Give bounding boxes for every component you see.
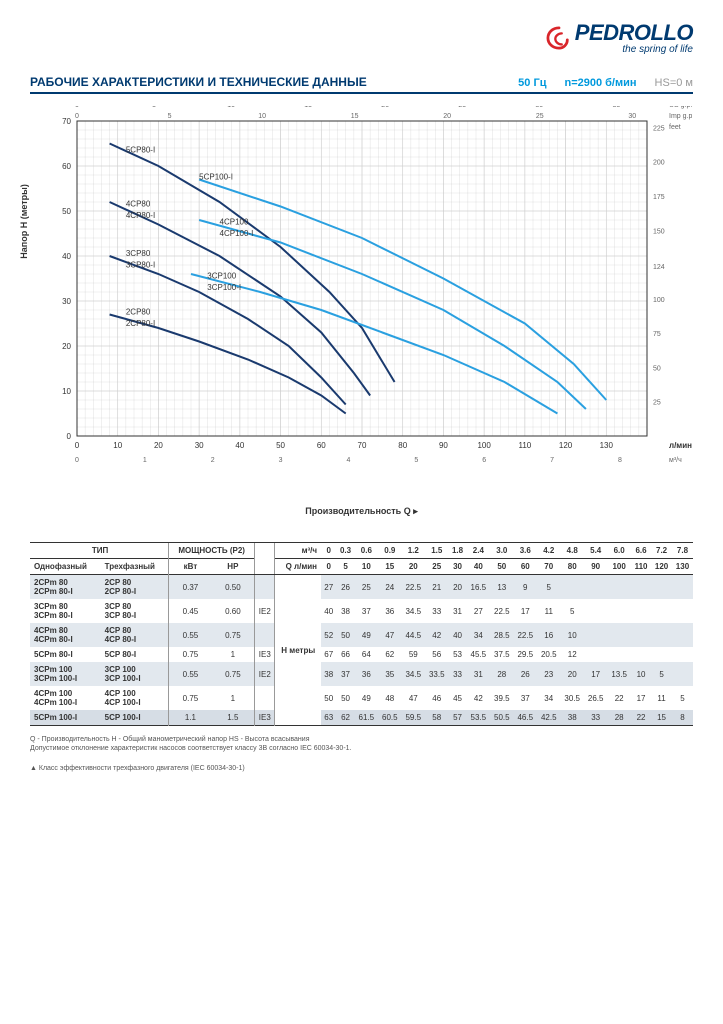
svg-text:25: 25 bbox=[653, 400, 661, 407]
svg-text:10: 10 bbox=[227, 106, 235, 109]
svg-text:8: 8 bbox=[618, 457, 622, 464]
svg-text:200: 200 bbox=[653, 160, 665, 167]
svg-text:100: 100 bbox=[653, 297, 665, 304]
svg-text:US g.p.m.: US g.p.m. bbox=[669, 106, 692, 109]
svg-text:25: 25 bbox=[458, 106, 466, 109]
svg-text:35: 35 bbox=[612, 106, 620, 109]
svg-text:2CP80: 2CP80 bbox=[125, 308, 150, 317]
svg-text:5: 5 bbox=[152, 106, 156, 109]
svg-text:10: 10 bbox=[113, 441, 122, 450]
svg-text:30: 30 bbox=[62, 297, 71, 306]
svg-text:70: 70 bbox=[62, 117, 71, 126]
svg-text:15: 15 bbox=[304, 106, 312, 109]
logo-swirl-icon bbox=[545, 26, 573, 50]
svg-text:40: 40 bbox=[62, 252, 71, 261]
svg-text:3CP100-I: 3CP100-I bbox=[207, 283, 241, 292]
brand-logo: PEDROLLO the spring of life bbox=[545, 20, 693, 55]
svg-text:25: 25 bbox=[535, 113, 543, 120]
svg-text:80: 80 bbox=[398, 441, 407, 450]
svg-text:4CP100-I: 4CP100-I bbox=[219, 229, 253, 238]
svg-text:60: 60 bbox=[62, 162, 71, 171]
svg-text:7: 7 bbox=[550, 457, 554, 464]
svg-text:5: 5 bbox=[414, 457, 418, 464]
svg-text:3CP80: 3CP80 bbox=[125, 249, 150, 258]
svg-text:10: 10 bbox=[258, 113, 266, 120]
svg-text:20: 20 bbox=[153, 441, 162, 450]
svg-text:30: 30 bbox=[535, 106, 543, 109]
svg-text:3CP100: 3CP100 bbox=[207, 272, 236, 281]
svg-text:4CP80-I: 4CP80-I bbox=[125, 211, 154, 220]
svg-text:0: 0 bbox=[66, 432, 71, 441]
svg-text:1: 1 bbox=[142, 457, 146, 464]
svg-text:60: 60 bbox=[316, 441, 325, 450]
svg-text:50: 50 bbox=[653, 365, 661, 372]
svg-text:40: 40 bbox=[235, 441, 244, 450]
rpm-label: n=2900 б/мин bbox=[564, 77, 636, 89]
freq-label: 50 Гц bbox=[518, 77, 546, 89]
svg-text:50: 50 bbox=[62, 207, 71, 216]
svg-text:20: 20 bbox=[381, 106, 389, 109]
x-axis-label: Производительность Q ▸ bbox=[30, 506, 693, 517]
svg-text:70: 70 bbox=[357, 441, 366, 450]
svg-text:50: 50 bbox=[276, 441, 285, 450]
frequency-info: 50 Гц n=2900 б/мин HS=0 м bbox=[518, 77, 693, 89]
footnote-block: Q - Производительность H - Общий маномет… bbox=[30, 735, 693, 774]
svg-text:90: 90 bbox=[438, 441, 447, 450]
data-table: ТИПМОЩНОСТЬ (P2)м³/ч00.30.60.91.21.51.82… bbox=[30, 542, 693, 727]
footnote-2: Допустимое отклонение характеристик насо… bbox=[30, 744, 693, 754]
svg-text:150: 150 bbox=[653, 228, 665, 235]
svg-text:124: 124 bbox=[653, 264, 665, 271]
svg-text:5CP100-I: 5CP100-I bbox=[199, 173, 233, 182]
svg-text:6: 6 bbox=[482, 457, 486, 464]
y-axis-label: Напор H (метры) bbox=[19, 184, 29, 259]
svg-text:0: 0 bbox=[74, 441, 79, 450]
svg-text:0: 0 bbox=[75, 113, 79, 120]
svg-text:30: 30 bbox=[194, 441, 203, 450]
svg-text:20: 20 bbox=[443, 113, 451, 120]
svg-text:15: 15 bbox=[350, 113, 358, 120]
svg-text:м³/ч: м³/ч bbox=[669, 457, 682, 464]
svg-text:л/мин: л/мин bbox=[669, 441, 692, 450]
svg-text:20: 20 bbox=[62, 342, 71, 351]
svg-text:5: 5 bbox=[167, 113, 171, 120]
footnote-1: Q - Производительность H - Общий маномет… bbox=[30, 735, 693, 745]
svg-text:100: 100 bbox=[477, 441, 491, 450]
svg-text:4: 4 bbox=[346, 457, 350, 464]
hs-label: HS=0 м bbox=[655, 77, 693, 89]
svg-text:175: 175 bbox=[653, 194, 665, 201]
svg-text:2: 2 bbox=[210, 457, 214, 464]
svg-text:225: 225 bbox=[653, 125, 665, 132]
svg-text:130: 130 bbox=[599, 441, 613, 450]
svg-text:0: 0 bbox=[75, 457, 79, 464]
svg-text:5CP80-I: 5CP80-I bbox=[125, 146, 154, 155]
section-title: РАБОЧИЕ ХАРАКТЕРИСТИКИ И ТЕХНИЧЕСКИЕ ДАН… bbox=[30, 75, 367, 89]
svg-text:Imp g.p.m.: Imp g.p.m. bbox=[669, 113, 692, 120]
performance-chart: Напор H (метры) 010203040506070010203040… bbox=[32, 106, 692, 476]
svg-text:120: 120 bbox=[558, 441, 572, 450]
section-title-bar: РАБОЧИЕ ХАРАКТЕРИСТИКИ И ТЕХНИЧЕСКИЕ ДАН… bbox=[30, 75, 693, 94]
svg-text:2CP80-I: 2CP80-I bbox=[125, 319, 154, 328]
svg-text:75: 75 bbox=[653, 331, 661, 338]
page-header: PEDROLLO the spring of life bbox=[30, 20, 693, 55]
svg-text:0: 0 bbox=[75, 106, 79, 109]
chart-svg: 0102030405060700102030405060708090100110… bbox=[32, 106, 692, 476]
svg-text:4CP80: 4CP80 bbox=[125, 200, 150, 209]
svg-text:3: 3 bbox=[278, 457, 282, 464]
footnote-3: ▲ Класс эффективности трехфазного двигат… bbox=[30, 764, 693, 774]
svg-text:30: 30 bbox=[628, 113, 636, 120]
svg-text:4CP100: 4CP100 bbox=[219, 218, 248, 227]
svg-text:110: 110 bbox=[518, 441, 531, 450]
svg-text:10: 10 bbox=[62, 387, 71, 396]
brand-name: PEDROLLO bbox=[575, 20, 693, 46]
svg-text:3CP80-I: 3CP80-I bbox=[125, 260, 154, 269]
svg-text:feet: feet bbox=[669, 124, 681, 131]
